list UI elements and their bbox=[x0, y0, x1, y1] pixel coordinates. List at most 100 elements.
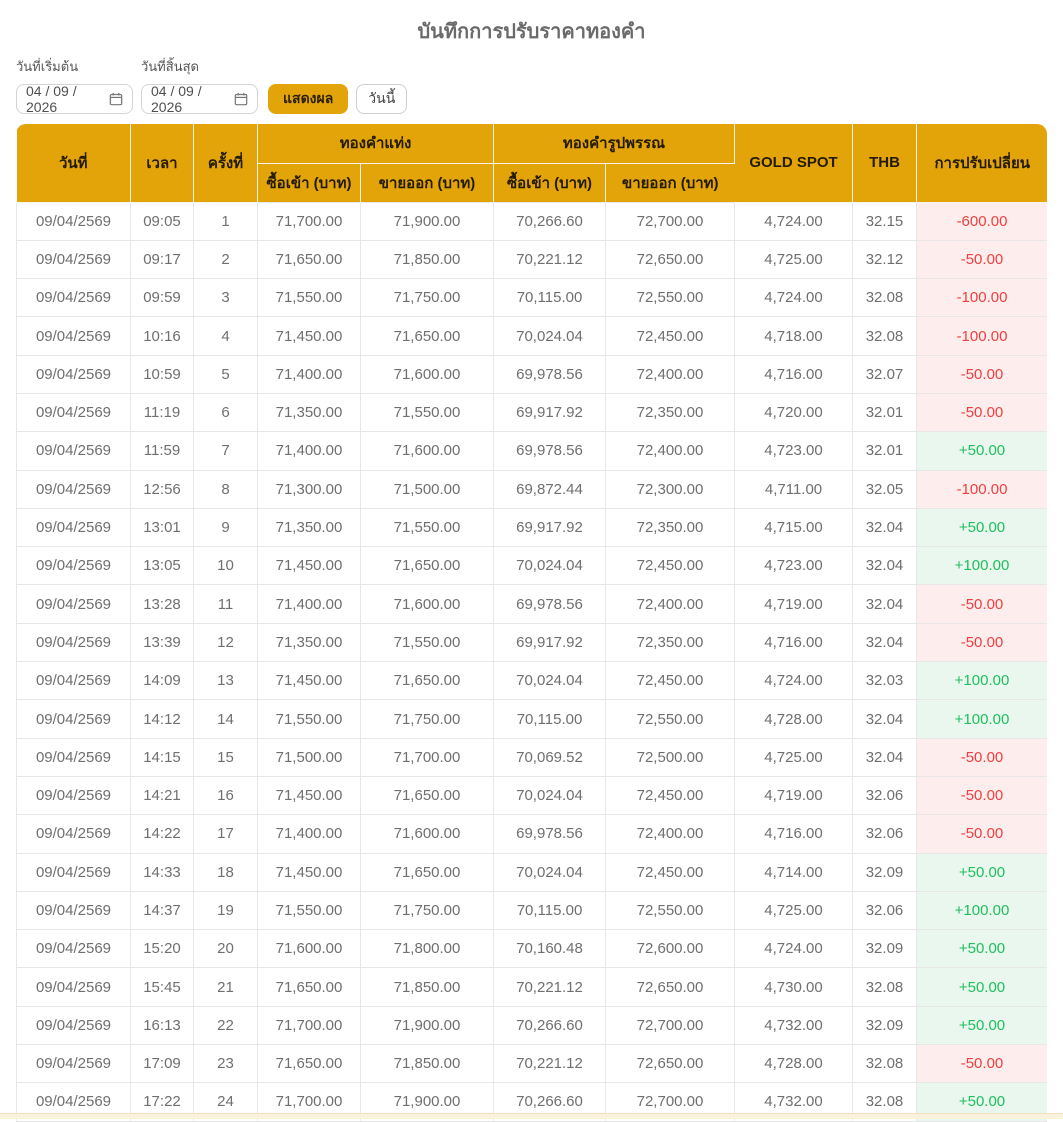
calendar-icon[interactable] bbox=[109, 92, 123, 106]
cell-ornament-sell: 72,450.00 bbox=[605, 546, 735, 586]
cell-change: -50.00 bbox=[916, 355, 1047, 394]
cell-bar-buy: 71,350.00 bbox=[257, 623, 361, 663]
cell-change: +50.00 bbox=[916, 853, 1047, 892]
cell-bar-buy: 71,500.00 bbox=[257, 738, 361, 777]
col-group-gold-bar: ทองคำแท่ง bbox=[257, 124, 494, 164]
cell-bar-buy: 71,400.00 bbox=[257, 355, 361, 394]
col-header-ornament-buy: ซื้อเข้า (บาท) bbox=[493, 163, 606, 202]
cell-ornament-buy: 69,978.56 bbox=[493, 584, 606, 624]
cell-ornament-buy: 70,160.48 bbox=[493, 929, 606, 969]
table-row: 09/04/2569 14:21 16 71,450.00 71,650.00 … bbox=[16, 776, 1047, 816]
cell-ornament-buy: 70,221.12 bbox=[493, 240, 606, 280]
end-date-input[interactable]: 04 / 09 / 2026 bbox=[141, 83, 258, 115]
cell-change: -50.00 bbox=[916, 814, 1047, 854]
cell-ornament-buy: 70,266.60 bbox=[493, 201, 606, 241]
cell-thb: 32.05 bbox=[852, 470, 917, 509]
cell-ornament-sell: 72,400.00 bbox=[605, 355, 735, 394]
cell-change: -100.00 bbox=[916, 316, 1047, 356]
cell-change: +50.00 bbox=[916, 929, 1047, 969]
cell-change: +100.00 bbox=[916, 661, 1047, 701]
cell-thb: 32.08 bbox=[852, 316, 917, 356]
cell-bar-buy: 71,550.00 bbox=[257, 278, 361, 318]
cell-thb: 32.06 bbox=[852, 776, 917, 816]
cell-thb: 32.15 bbox=[852, 201, 917, 241]
col-header-round: ครั้งที่ bbox=[193, 124, 258, 203]
cell-ornament-sell: 72,500.00 bbox=[605, 738, 735, 777]
cell-round: 4 bbox=[193, 316, 258, 356]
cell-change: -50.00 bbox=[916, 738, 1047, 777]
cell-bar-sell: 71,900.00 bbox=[360, 1006, 494, 1046]
table-row: 09/04/2569 13:01 9 71,350.00 71,550.00 6… bbox=[16, 508, 1047, 548]
table-body: 09/04/2569 09:05 1 71,700.00 71,900.00 7… bbox=[16, 201, 1047, 1122]
cell-time: 14:22 bbox=[130, 814, 194, 854]
cell-ornament-buy: 70,024.04 bbox=[493, 661, 606, 701]
col-header-ornament-sell: ขายออก (บาท) bbox=[605, 163, 735, 202]
cell-thb: 32.08 bbox=[852, 967, 917, 1007]
table-row: 09/04/2569 10:16 4 71,450.00 71,650.00 7… bbox=[16, 316, 1047, 356]
cell-round: 9 bbox=[193, 508, 258, 548]
cell-date: 09/04/2569 bbox=[16, 891, 131, 931]
cell-time: 13:39 bbox=[130, 623, 194, 663]
cell-gold-spot: 4,728.00 bbox=[734, 1044, 853, 1084]
cell-bar-buy: 71,350.00 bbox=[257, 393, 361, 433]
cell-change: -100.00 bbox=[916, 470, 1047, 509]
cell-ornament-buy: 69,978.56 bbox=[493, 814, 606, 854]
cell-bar-sell: 71,850.00 bbox=[360, 1044, 494, 1084]
cell-thb: 32.07 bbox=[852, 355, 917, 394]
cell-change: -100.00 bbox=[916, 278, 1047, 318]
cell-round: 14 bbox=[193, 699, 258, 739]
cell-gold-spot: 4,718.00 bbox=[734, 316, 853, 356]
cell-round: 11 bbox=[193, 584, 258, 624]
cell-ornament-sell: 72,350.00 bbox=[605, 623, 735, 663]
cell-ornament-buy: 70,024.04 bbox=[493, 853, 606, 892]
show-results-button[interactable]: แสดงผล bbox=[268, 84, 349, 114]
cell-time: 10:16 bbox=[130, 316, 194, 356]
cell-thb: 32.09 bbox=[852, 853, 917, 892]
col-header-date: วันที่ bbox=[16, 124, 131, 203]
cell-date: 09/04/2569 bbox=[16, 814, 131, 854]
cell-bar-sell: 71,650.00 bbox=[360, 776, 494, 816]
cell-change: -50.00 bbox=[916, 1044, 1047, 1084]
col-header-bar-sell: ขายออก (บาท) bbox=[360, 163, 494, 202]
cell-time: 14:15 bbox=[130, 738, 194, 777]
col-header-gold-spot: GOLD SPOT bbox=[734, 124, 853, 203]
cell-gold-spot: 4,725.00 bbox=[734, 240, 853, 280]
cell-change: +50.00 bbox=[916, 967, 1047, 1007]
cell-time: 15:45 bbox=[130, 967, 194, 1007]
col-header-bar-buy: ซื้อเข้า (บาท) bbox=[257, 163, 361, 202]
cell-gold-spot: 4,711.00 bbox=[734, 470, 853, 509]
cell-round: 18 bbox=[193, 853, 258, 892]
cell-time: 16:13 bbox=[130, 1006, 194, 1046]
calendar-icon[interactable] bbox=[234, 92, 248, 106]
cell-thb: 32.01 bbox=[852, 431, 917, 471]
cell-time: 14:33 bbox=[130, 853, 194, 892]
cell-date: 09/04/2569 bbox=[16, 278, 131, 318]
cell-gold-spot: 4,716.00 bbox=[734, 814, 853, 854]
cell-change: +50.00 bbox=[916, 508, 1047, 548]
cell-gold-spot: 4,725.00 bbox=[734, 738, 853, 777]
cell-bar-buy: 71,650.00 bbox=[257, 1044, 361, 1084]
cell-ornament-buy: 70,266.60 bbox=[493, 1006, 606, 1046]
cell-thb: 32.12 bbox=[852, 240, 917, 280]
cell-time: 09:05 bbox=[130, 201, 194, 241]
cell-bar-buy: 71,400.00 bbox=[257, 814, 361, 854]
table-row: 09/04/2569 09:17 2 71,650.00 71,850.00 7… bbox=[16, 240, 1047, 280]
cell-change: -50.00 bbox=[916, 623, 1047, 663]
cell-thb: 32.04 bbox=[852, 508, 917, 548]
cell-bar-buy: 71,450.00 bbox=[257, 776, 361, 816]
cell-bar-buy: 71,450.00 bbox=[257, 661, 361, 701]
start-date-input[interactable]: 04 / 09 / 2026 bbox=[16, 83, 133, 115]
table-row: 09/04/2569 14:33 18 71,450.00 71,650.00 … bbox=[16, 853, 1047, 892]
cell-ornament-sell: 72,700.00 bbox=[605, 201, 735, 241]
cell-time: 14:12 bbox=[130, 699, 194, 739]
cell-bar-sell: 71,900.00 bbox=[360, 201, 494, 241]
cell-bar-sell: 71,650.00 bbox=[360, 546, 494, 586]
cell-date: 09/04/2569 bbox=[16, 470, 131, 509]
cell-ornament-buy: 70,115.00 bbox=[493, 699, 606, 739]
today-button[interactable]: วันนี้ bbox=[356, 84, 408, 114]
cell-ornament-sell: 72,350.00 bbox=[605, 508, 735, 548]
table-row: 09/04/2569 13:39 12 71,350.00 71,550.00 … bbox=[16, 623, 1047, 663]
cell-bar-buy: 71,600.00 bbox=[257, 929, 361, 969]
cell-bar-buy: 71,700.00 bbox=[257, 1006, 361, 1046]
table-row: 09/04/2569 14:22 17 71,400.00 71,600.00 … bbox=[16, 814, 1047, 854]
